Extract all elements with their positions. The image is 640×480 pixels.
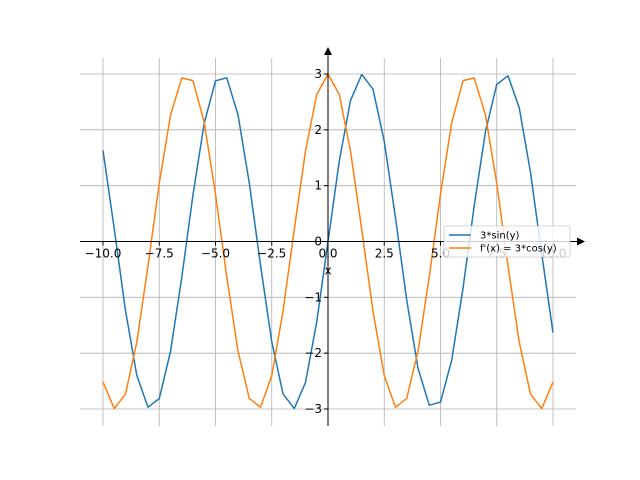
- y-tick-label-0: −3: [304, 402, 322, 416]
- x-tick-label-3: −2.5: [257, 247, 286, 261]
- y-axis-arrowhead: [324, 47, 332, 55]
- legend-label-0: 3*sin(y): [480, 231, 520, 242]
- x-axis-arrowhead: [577, 237, 585, 246]
- legend-box: [443, 225, 571, 258]
- x-tick-label-2: −5.0: [201, 247, 230, 261]
- x-tick-label-4: 0.0: [318, 247, 337, 261]
- y-tick-label-4: 1: [314, 179, 322, 193]
- legend-label-1: f'(x) = 3*cos(y): [480, 244, 557, 255]
- x-tick-label-5: 2.5: [375, 247, 394, 261]
- y-tick-label-1: −2: [304, 346, 322, 360]
- y-tick-label-2: −1: [304, 290, 322, 304]
- y-tick-label-5: 2: [314, 123, 322, 137]
- x-tick-label-1: −7.5: [145, 247, 174, 261]
- y-tick-label-6: 3: [314, 67, 322, 81]
- x-tick-label-0: −10.0: [85, 247, 122, 261]
- y-tick-label-3: 0: [314, 235, 322, 249]
- legend: 3*sin(y) f'(x) = 3*cos(y): [443, 225, 571, 258]
- x-axis-label: x: [324, 264, 331, 278]
